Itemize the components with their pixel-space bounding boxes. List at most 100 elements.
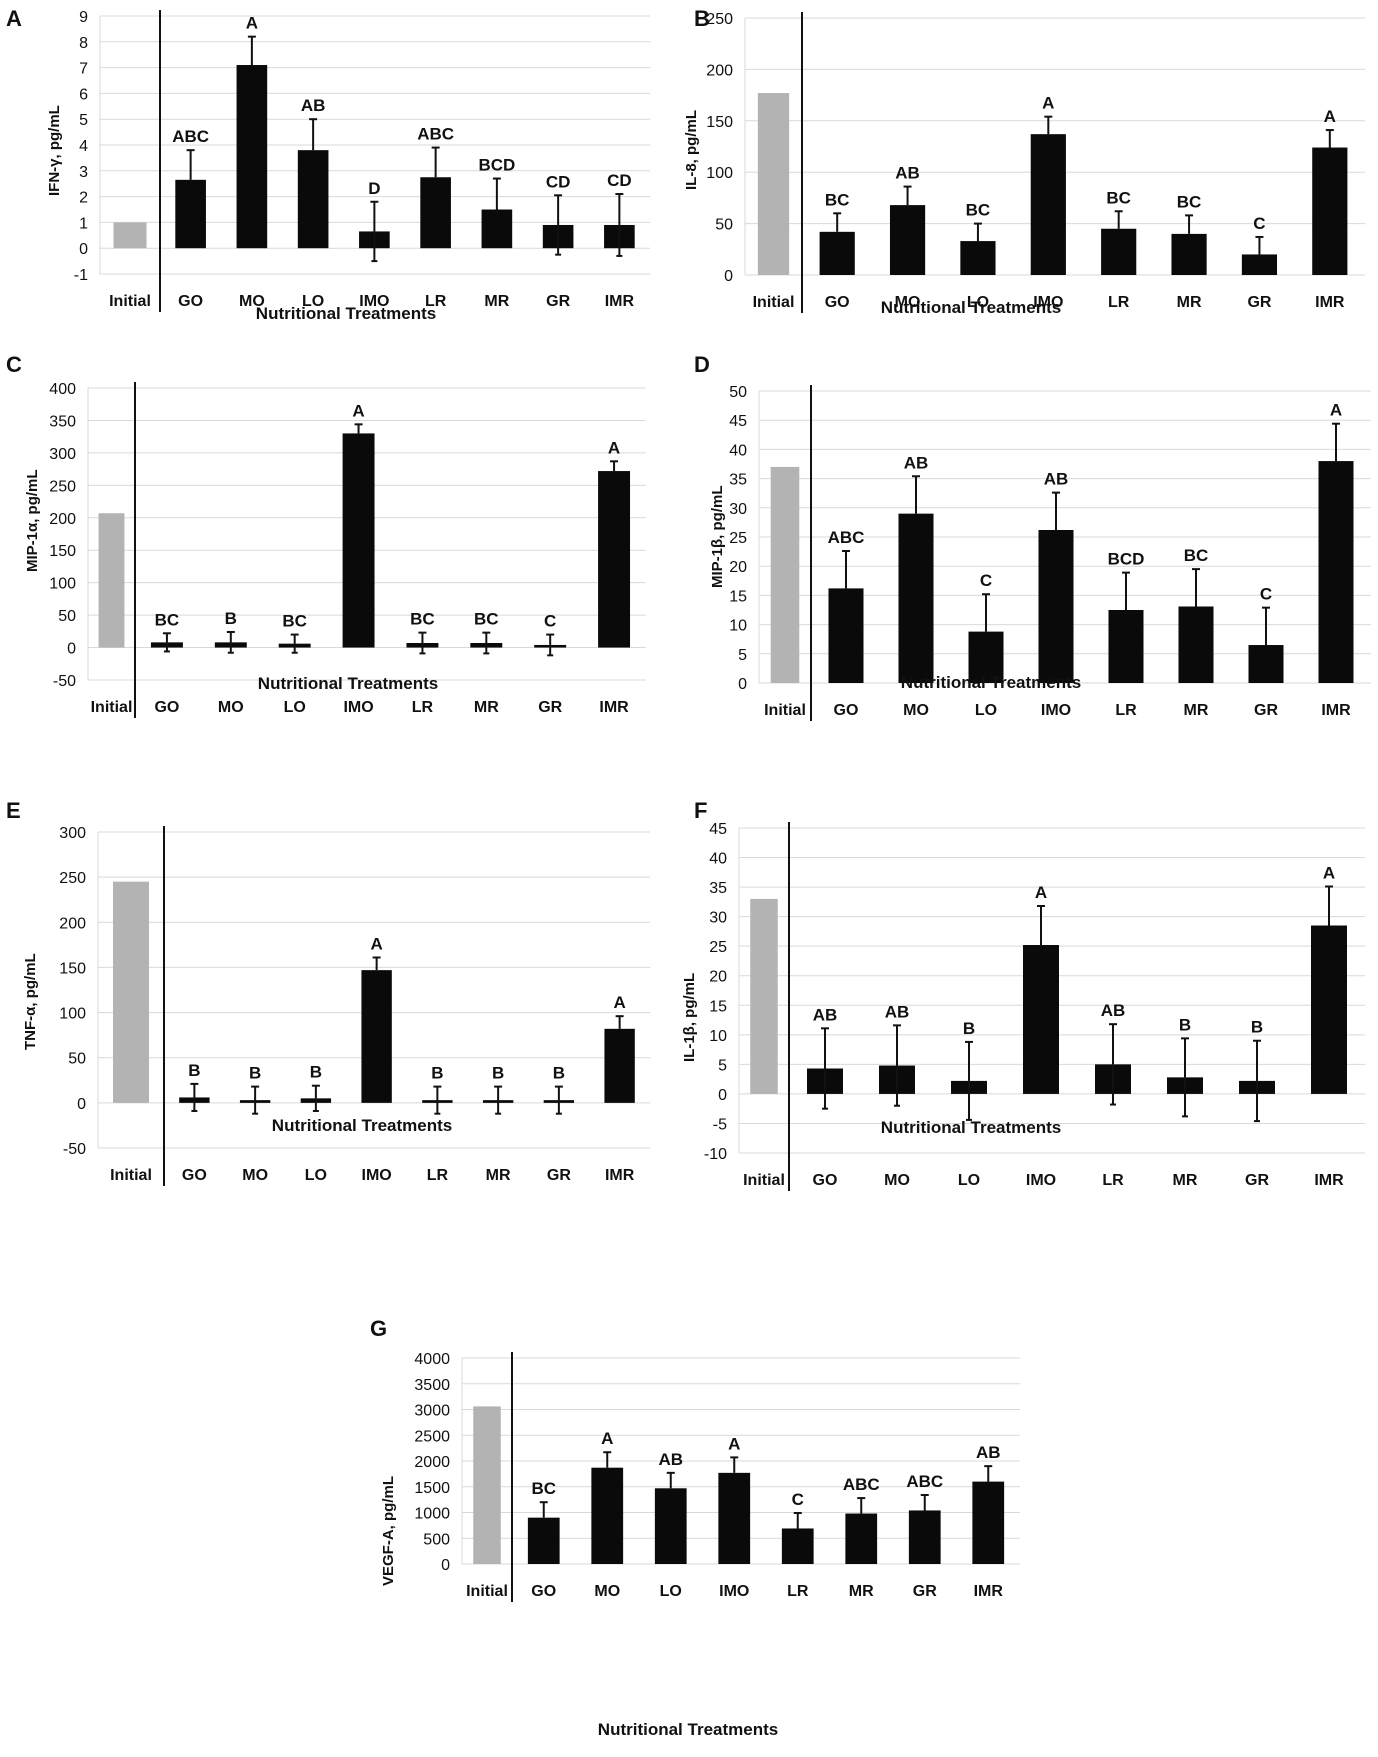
x-tick-label: IMO: [362, 1167, 392, 1184]
initial-bar: [473, 1406, 501, 1564]
x-axis-label: Nutritional Treatments: [255, 304, 437, 323]
y-tick-label: 100: [706, 165, 733, 182]
x-tick-label: Initial: [91, 699, 133, 716]
y-tick-label: 400: [49, 381, 76, 398]
y-tick-label: 35: [729, 472, 747, 489]
y-axis-label: IL-8, pg/mL: [683, 110, 700, 190]
y-tick-label: 100: [59, 1006, 86, 1023]
treatment-bar-imr: [604, 1028, 635, 1103]
panel-letter: G: [370, 1316, 388, 1341]
x-tick-label: GR: [913, 1583, 937, 1600]
significance-letter: BC: [1177, 192, 1202, 211]
significance-letter: A: [608, 438, 620, 457]
x-tick-label: GO: [825, 294, 850, 311]
y-tick-label: 0: [67, 641, 76, 658]
significance-letter: AB: [885, 1002, 910, 1021]
x-tick-label: Initial: [753, 294, 795, 311]
y-tick-label: 45: [709, 821, 727, 838]
panel-f: F IL-1β, pg/mL -10 -5 0 5 10 15 20 25 30 35 40 45 In…: [681, 760, 1378, 1300]
treatment-bar-lr: [420, 177, 451, 249]
bar-chart-mip-1-alpha: -50 0 50 100 150 200 250 300 350 400 Initial BC GO B M…: [49, 381, 646, 718]
significance-letter: CD: [607, 171, 632, 190]
bar-chart-tnf-alpha: -50 0 50 100 150 200 250 300 Initial B GO B MO B LO A IM…: [59, 825, 650, 1186]
y-tick-label: 10: [729, 618, 747, 635]
treatment-bar-imo: [718, 1472, 751, 1564]
x-tick-label: Initial: [110, 1167, 152, 1184]
significance-letter: A: [1042, 94, 1054, 113]
y-tick-label: 35: [709, 880, 727, 897]
y-tick-label: 4000: [414, 1351, 450, 1368]
significance-letter: C: [792, 1490, 804, 1509]
x-tick-label: GO: [813, 1172, 838, 1189]
y-tick-label: 100: [49, 576, 76, 593]
y-tick-label: 200: [59, 915, 86, 932]
y-tick-label: 15: [709, 998, 727, 1015]
significance-letter: AB: [1044, 470, 1069, 489]
y-tick-label: 0: [77, 1096, 86, 1113]
y-tick-label: 5: [79, 112, 88, 129]
significance-letter: B: [553, 1064, 565, 1083]
x-tick-label: MR: [486, 1167, 511, 1184]
x-tick-label: GO: [834, 702, 859, 719]
x-tick-label: LO: [302, 293, 324, 310]
x-tick-label: IMO: [343, 699, 373, 716]
x-axis-label: Nutritional Treatments: [880, 298, 1062, 317]
y-tick-label: 50: [68, 1051, 86, 1068]
x-tick-label: MR: [1173, 1172, 1198, 1189]
treatment-bar-lo: [968, 631, 1004, 683]
x-tick-label: MR: [474, 699, 499, 716]
treatment-bar-mo: [591, 1467, 624, 1564]
significance-letter: A: [370, 934, 382, 953]
significance-letter: BCD: [478, 156, 515, 175]
y-tick-label: 0: [718, 1087, 727, 1104]
x-tick-label: MO: [218, 699, 244, 716]
y-tick-label: 1: [79, 215, 88, 232]
y-tick-label: 1500: [414, 1480, 450, 1497]
x-tick-label: MR: [849, 1583, 874, 1600]
y-tick-label: 2500: [414, 1428, 450, 1445]
panel-letter: E: [6, 798, 21, 823]
bar-chart-mip-1-beta: 05101520253035404550InitialABCGOABMOCLOA…: [729, 384, 1371, 721]
x-tick-label: GO: [178, 293, 203, 310]
significance-letter: ABC: [906, 1472, 943, 1491]
y-tick-label: 30: [709, 910, 727, 927]
significance-letter: A: [246, 14, 258, 33]
x-tick-label: Initial: [109, 293, 151, 310]
treatment-bar-mo: [898, 513, 934, 683]
x-tick-label: MO: [903, 702, 929, 719]
significance-letter: AB: [301, 96, 326, 115]
y-tick-label: 3: [79, 164, 88, 181]
x-tick-label: GO: [182, 1167, 207, 1184]
y-tick-label: 0: [79, 241, 88, 258]
treatment-bar-imo: [1030, 134, 1066, 275]
significance-letter: B: [225, 609, 237, 628]
treatment-bar-mo: [236, 65, 268, 249]
significance-letter: BC: [155, 610, 180, 629]
x-tick-label: LR: [1108, 294, 1130, 311]
x-tick-label: MO: [895, 294, 921, 311]
panel-c: C MIP-1α, pg/mL -50 0 50 100 150 200 250 300 350…: [0, 340, 689, 760]
y-tick-label: 250: [49, 478, 76, 495]
x-tick-label: IMO: [359, 293, 389, 310]
panel-a: A IFN-γ, pg/mL -1 0 1 2 3 4 5 6 7 8 9 Initial ABC GO A…: [0, 0, 689, 340]
treatment-bar-imr: [1318, 461, 1354, 683]
significance-letter: BC: [825, 190, 850, 209]
panel-g: G VEGF-A, pg/mL 0 500 1000 1500 2000 2500 3000…: [370, 1300, 1059, 1757]
y-tick-label: 0: [738, 676, 747, 693]
panel-letter: B: [694, 6, 710, 31]
significance-letter: AB: [904, 453, 929, 472]
y-axis-label: IFN-γ, pg/mL: [46, 105, 63, 196]
significance-letter: BC: [474, 610, 499, 629]
y-tick-label: 25: [729, 530, 747, 547]
x-tick-label: LR: [1102, 1172, 1124, 1189]
y-tick-label: 200: [49, 511, 76, 528]
x-tick-label: GR: [546, 293, 570, 310]
x-tick-label: LO: [305, 1167, 327, 1184]
treatment-bar-mr: [1171, 233, 1207, 275]
significance-letter: CD: [546, 172, 571, 191]
x-tick-label: IMR: [605, 293, 635, 310]
panel-letter: D: [694, 352, 710, 377]
y-tick-label: -1: [74, 267, 88, 284]
x-tick-label: LO: [958, 1172, 980, 1189]
y-tick-label: 50: [58, 608, 76, 625]
